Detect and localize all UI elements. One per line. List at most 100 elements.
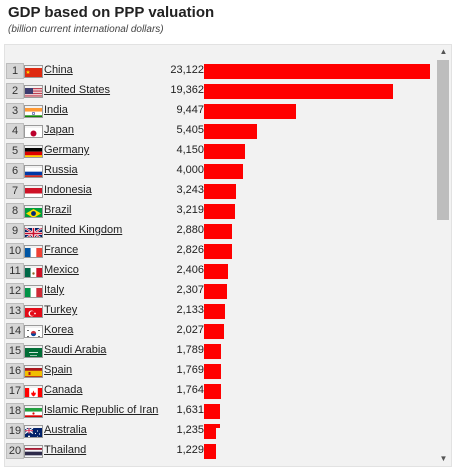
value-label: 23,122 (170, 64, 204, 76)
bar (204, 284, 227, 299)
bar (204, 304, 225, 319)
ranking-row: 12 Italy 2,307 (5, 282, 437, 300)
country-link[interactable]: India (44, 104, 68, 116)
bar (204, 64, 430, 79)
rank-number: 5 (6, 143, 24, 159)
country-link[interactable]: Germany (44, 144, 90, 156)
country-link[interactable]: Canada (44, 384, 83, 396)
country-link[interactable]: Mexico (44, 264, 79, 276)
value-label: 1,789 (176, 344, 204, 356)
country-link[interactable]: Indonesia (44, 184, 92, 196)
country-link[interactable]: Spain (44, 364, 73, 376)
country-link[interactable]: China (44, 64, 73, 76)
value-label: 2,133 (176, 304, 204, 316)
bar (204, 344, 221, 359)
ranking-row: 14 Korea 2,027 (5, 322, 437, 340)
vertical-scrollbar[interactable]: ▲ ▼ (436, 45, 451, 466)
rank-number: 2 (6, 83, 24, 99)
flag-fr-icon (24, 245, 43, 258)
bar (204, 164, 243, 179)
ranking-row: 3 India 9,447 (5, 102, 437, 120)
country-link[interactable]: Korea (44, 324, 74, 336)
country-link[interactable]: France (44, 244, 79, 256)
chart-subtitle: (billion current international dollars) (8, 24, 164, 35)
ranking-row: 16 Spain 1,769 (5, 362, 437, 380)
ranking-row: 10 France 2,826 (5, 242, 437, 260)
bar (204, 84, 393, 99)
scroll-down-arrow-icon[interactable]: ▼ (439, 454, 448, 463)
flag-cn-icon (24, 65, 43, 78)
value-label: 1,229 (176, 444, 204, 456)
value-label: 3,243 (176, 184, 204, 196)
value-label: 1,235 (176, 424, 204, 436)
bar (204, 144, 245, 159)
country-link[interactable]: United Kingdom (44, 224, 123, 236)
ranking-row: 5 Germany 4,150 (5, 142, 437, 160)
value-label: 4,150 (176, 144, 204, 156)
value-label: 3,219 (176, 204, 204, 216)
ranking-row: 17 Canada 1,764 (5, 382, 437, 400)
country-link[interactable]: Russia (44, 164, 78, 176)
bar (204, 324, 224, 339)
bar (204, 264, 228, 279)
country-link[interactable]: Brazil (44, 204, 72, 216)
rank-number: 12 (6, 283, 24, 299)
bar (204, 404, 220, 419)
ranking-row: 2 United States 19,362 (5, 82, 437, 100)
ranking-row: 15 Saudi Arabia 1,789 (5, 342, 437, 360)
rank-number: 3 (6, 103, 24, 119)
ranking-panel[interactable]: 1 China 23,122 2 United States 19,362 3 India 9,… (4, 44, 452, 467)
ranking-row: 19 Australia 1,235 (5, 422, 437, 440)
country-link[interactable]: Turkey (44, 304, 78, 316)
value-label: 9,447 (176, 104, 204, 116)
value-label: 2,307 (176, 284, 204, 296)
scroll-up-arrow-icon[interactable]: ▲ (439, 47, 448, 56)
country-link[interactable]: Islamic Republic of Iran (44, 404, 159, 416)
flag-gb-icon (24, 225, 43, 238)
country-link[interactable]: Japan (44, 124, 74, 136)
rank-number: 10 (6, 243, 24, 259)
ranking-row: 20 Thailand 1,229 (5, 442, 437, 460)
country-link[interactable]: Saudi Arabia (44, 344, 107, 356)
flag-th-icon (24, 445, 43, 458)
flag-kr-icon (24, 325, 43, 338)
flag-br-icon (24, 205, 43, 218)
flag-id-icon (24, 185, 43, 198)
scrollbar-thumb[interactable] (437, 60, 449, 220)
country-link[interactable]: Italy (44, 284, 65, 296)
country-link[interactable]: Australia (44, 424, 87, 436)
ranking-row: 7 Indonesia 3,243 (5, 182, 437, 200)
flag-us-icon (24, 85, 43, 98)
flag-in-icon (24, 105, 43, 118)
value-label: 2,826 (176, 244, 204, 256)
rank-number: 4 (6, 123, 24, 139)
flag-es-icon (24, 365, 43, 378)
rank-number: 11 (6, 263, 24, 279)
value-label: 2,027 (176, 324, 204, 336)
value-label: 19,362 (170, 84, 204, 96)
value-label: 1,764 (176, 384, 204, 396)
country-link[interactable]: United States (44, 84, 111, 96)
rank-number: 19 (6, 423, 24, 439)
ranking-row: 4 Japan 5,405 (5, 122, 437, 140)
ranking-row: 9 United Kingdom 2,880 (5, 222, 437, 240)
flag-de-icon (24, 145, 43, 158)
country-link[interactable]: Thailand (44, 444, 87, 456)
rank-number: 16 (6, 363, 24, 379)
ranking-row: 1 China 23,122 (5, 62, 437, 80)
rank-number: 18 (6, 403, 24, 419)
flag-ru-icon (24, 165, 43, 178)
bar (204, 124, 257, 139)
value-label: 2,406 (176, 264, 204, 276)
flag-it-icon (24, 285, 43, 298)
ranking-row: 18 Islamic Republic of Iran 1,631 (5, 402, 437, 420)
flag-tr-icon (24, 305, 43, 318)
value-label: 1,769 (176, 364, 204, 376)
flag-ir-icon (24, 405, 43, 418)
bar (204, 204, 235, 219)
rank-number: 9 (6, 223, 24, 239)
next-bar-partial (204, 424, 220, 428)
rank-number: 15 (6, 343, 24, 359)
flag-ca-icon (24, 385, 43, 398)
rank-number: 17 (6, 383, 24, 399)
